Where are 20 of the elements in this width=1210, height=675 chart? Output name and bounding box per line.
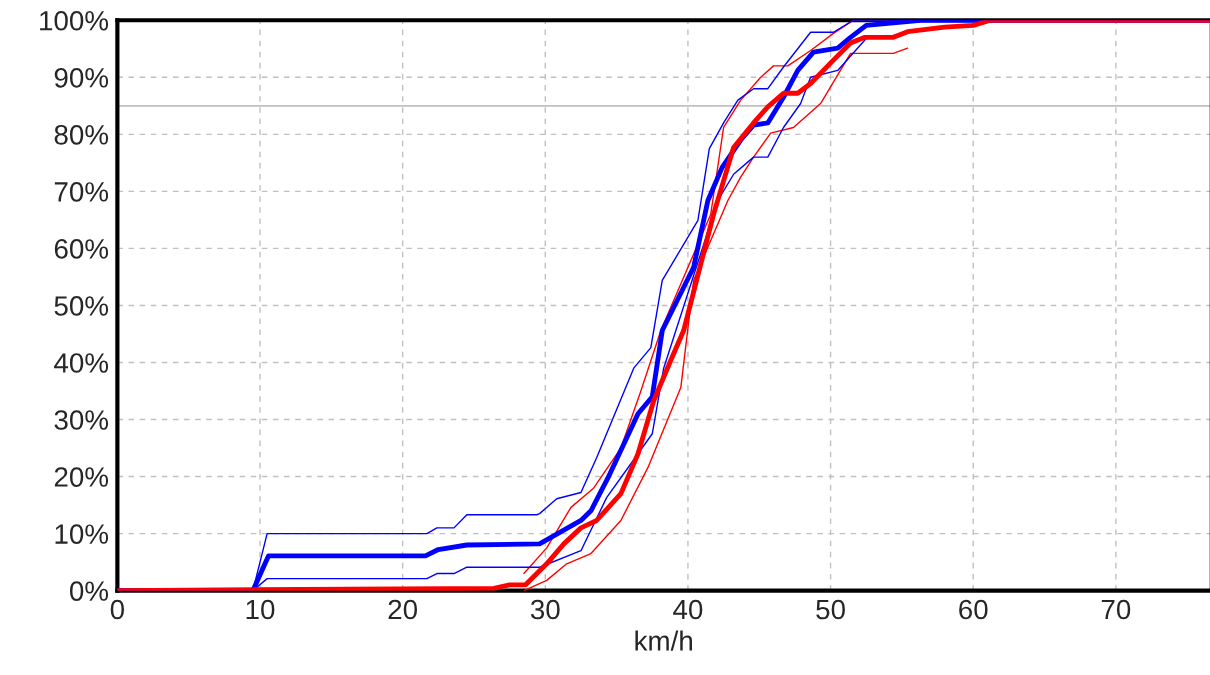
y-tick-label: 10%: [55, 524, 109, 544]
x-axis-title: km/h: [635, 630, 692, 651]
y-tick-label: 60%: [54, 239, 109, 259]
y-tick-label: 40%: [54, 353, 109, 373]
x-tick-label: 10: [246, 599, 275, 620]
y-tick-label: 0%: [69, 581, 109, 601]
x-tick-label: 20: [388, 599, 418, 620]
x-tick-label: 0: [110, 599, 125, 620]
y-tick-label: 90%: [54, 67, 109, 88]
y-tick-label: 100%: [40, 10, 109, 31]
y-tick-label: 20%: [54, 467, 109, 487]
x-tick-label: 60: [959, 599, 988, 620]
y-tick-label: 30%: [54, 410, 109, 430]
y-tick-label: 70%: [54, 182, 109, 202]
x-tick-label: 40: [673, 599, 703, 620]
x-tick-label: 30: [530, 599, 560, 620]
y-tick-label: 50%: [54, 296, 109, 316]
x-tick-label: 70: [1101, 599, 1131, 620]
x-tick-label: 50: [816, 599, 845, 620]
y-tick-label: 80%: [54, 124, 109, 145]
